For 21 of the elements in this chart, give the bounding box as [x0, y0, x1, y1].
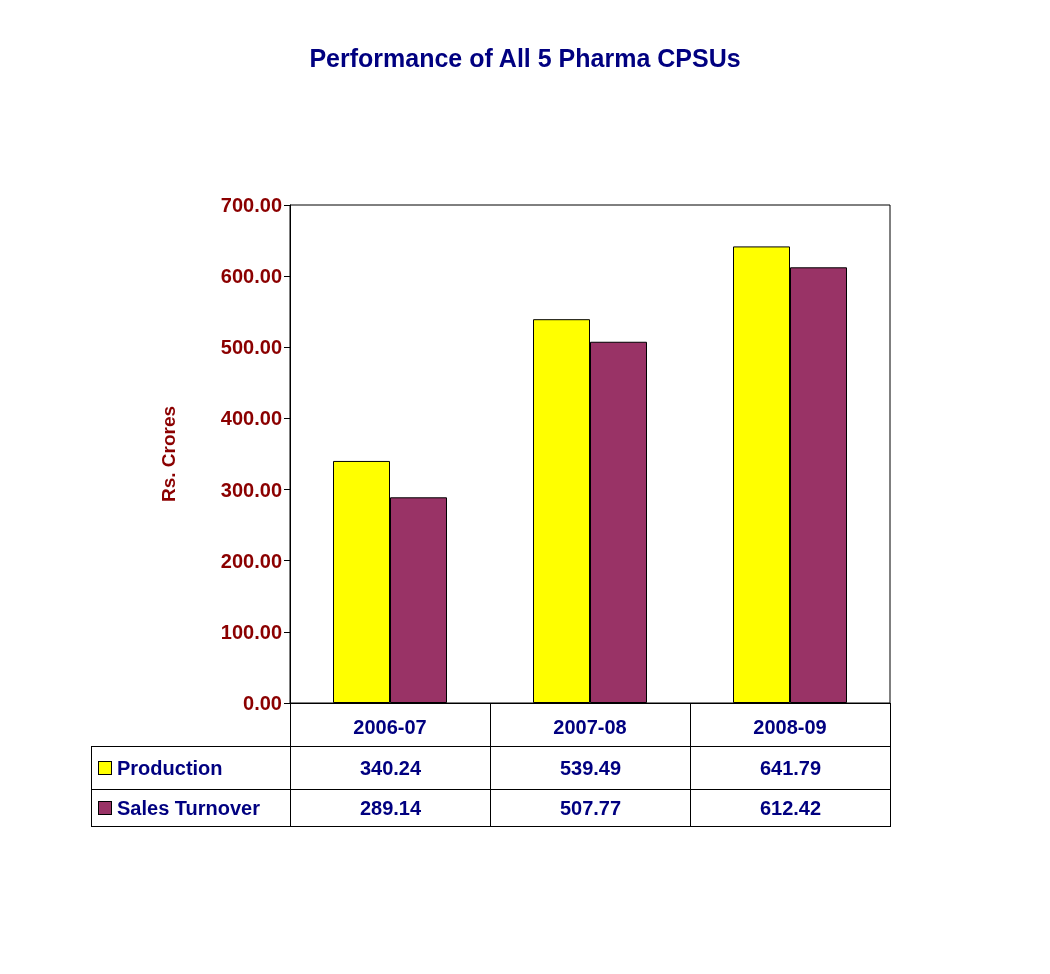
- chart-title: Performance of All 5 Pharma CPSUs: [309, 43, 741, 72]
- y-tick-label: 200.00: [220, 549, 282, 572]
- data-label: 539.49: [490, 746, 691, 790]
- y-tick-label: 0.00: [243, 692, 282, 714]
- data-label: 340.24: [290, 746, 491, 790]
- legend-label: Production: [117, 756, 223, 780]
- data-label: 507.77: [490, 789, 691, 827]
- x-tick-label: 2008-09: [753, 716, 827, 738]
- y-axis-title: Rs. Crores: [158, 405, 179, 503]
- data-label: 612.42: [690, 789, 891, 827]
- legend-label: Sales Turnover: [117, 796, 261, 820]
- x-tick-label: 2007-08: [553, 716, 627, 738]
- y-tick-label: 300.00: [220, 478, 282, 501]
- y-tick-label: 600.00: [220, 265, 282, 288]
- y-tick-label: 500.00: [220, 336, 282, 359]
- y-tick-label: 700.00: [220, 194, 282, 216]
- data-label: 289.14: [290, 789, 491, 827]
- y-tick-label: 400.00: [220, 407, 282, 430]
- x-tick-label: 2006-07: [353, 716, 427, 738]
- y-tick-label: 100.00: [220, 620, 282, 643]
- data-label: 641.79: [690, 746, 891, 790]
